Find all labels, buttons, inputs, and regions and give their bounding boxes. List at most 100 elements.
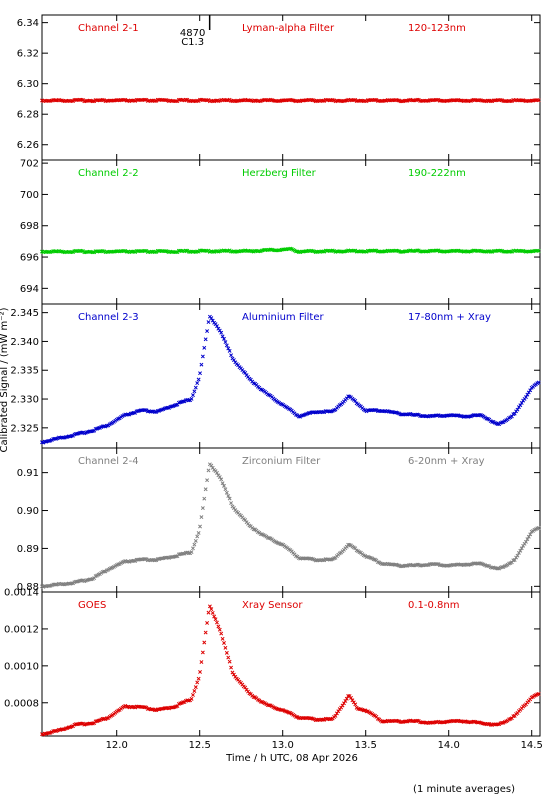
data-point: [526, 390, 531, 395]
series-2: [40, 246, 541, 255]
data-point: [233, 99, 238, 104]
data-point: [306, 411, 311, 415]
panel-channel-label: Channel 2-4: [78, 456, 139, 467]
data-point: [340, 703, 345, 708]
panel-band-label: 190-222nm: [408, 168, 466, 179]
data-point: [243, 518, 248, 522]
panel-filter-label: Lyman-alpha Filter: [242, 23, 335, 34]
data-point: [223, 340, 228, 345]
data-point: [207, 604, 212, 609]
data-point: [524, 395, 528, 400]
data-point: [213, 617, 218, 622]
data-point: [202, 496, 207, 501]
y-tick-label: 6.26: [17, 140, 39, 151]
data-point: [203, 337, 208, 342]
data-point: [515, 553, 520, 558]
data-point: [130, 249, 135, 254]
data-point: [200, 650, 205, 655]
data-point: [150, 409, 155, 414]
data-point: [515, 407, 520, 412]
data-point: [196, 676, 201, 681]
y-tick-label: 0.0010: [4, 661, 39, 672]
data-point: [226, 493, 231, 498]
y-tick-label: 2.340: [10, 337, 39, 348]
y-tick-label: 2.335: [10, 366, 39, 377]
data-point: [512, 411, 517, 416]
panel-frame: [41, 447, 541, 593]
data-point: [196, 530, 201, 535]
x-tick-label: 12.5: [189, 740, 211, 751]
panel-channel-label: Channel 2-2: [78, 168, 139, 179]
y-tick-label: 0.89: [17, 544, 39, 555]
data-point: [334, 711, 339, 716]
data-point: [152, 708, 157, 713]
panel-filter-label: Aluminium Filter: [242, 312, 325, 323]
series-5: [40, 604, 541, 737]
panel-5: 0.0008 0.0010 0.0012 0.0014 GOES Xray Sensor 0…: [4, 588, 541, 737]
data-point: [509, 414, 514, 419]
x-tick-label: 14.5: [521, 740, 543, 751]
y-tick-label: 6.30: [17, 79, 39, 90]
data-point: [223, 645, 228, 650]
y-tick-label: 6.32: [17, 49, 39, 60]
data-point: [223, 487, 228, 492]
data-point: [191, 693, 195, 697]
data-point: [231, 506, 236, 510]
panel-band-label: 0.1-0.8nm: [408, 600, 460, 611]
series-1: [40, 97, 541, 104]
data-point: [191, 546, 195, 551]
data-point: [124, 704, 129, 709]
data-point: [199, 362, 204, 367]
x-axis-ticks: 12.0 12.5 13.0 13.5 14.0 14.5: [106, 740, 543, 751]
data-point: [199, 660, 204, 664]
y-tick-label: 2.325: [10, 423, 39, 434]
data-point: [193, 385, 198, 390]
data-point: [353, 398, 358, 403]
data-point: [231, 672, 236, 677]
y-tick-label: 6.28: [17, 110, 39, 121]
data-point: [227, 659, 232, 664]
data-point: [222, 641, 226, 645]
data-point: [536, 98, 541, 103]
y-tick-label: 2.330: [10, 395, 39, 406]
data-point: [205, 478, 210, 483]
y-tick-label: 698: [20, 221, 39, 232]
x-tick-label: 13.5: [355, 740, 377, 751]
data-point: [219, 330, 224, 335]
panel-frame: [41, 591, 541, 737]
data-point: [524, 539, 528, 544]
data-point: [198, 670, 202, 674]
panel-frame: [41, 303, 541, 449]
data-point: [353, 702, 358, 707]
data-point: [349, 695, 353, 700]
data-point: [243, 685, 248, 690]
data-point: [191, 393, 195, 398]
panel-filter-label: Xray Sensor: [242, 600, 303, 611]
data-point: [220, 636, 225, 641]
data-point: [199, 515, 204, 520]
panel-band-label: 17-80nm + Xray: [408, 312, 491, 323]
data-point: [294, 249, 298, 254]
panel-frame: [41, 159, 541, 305]
data-point: [189, 696, 194, 701]
data-point: [196, 377, 201, 382]
data-point: [200, 354, 205, 359]
data-point: [215, 324, 219, 329]
data-point: [203, 487, 208, 492]
data-point: [229, 665, 234, 670]
data-point: [52, 436, 57, 441]
data-point: [519, 401, 524, 405]
panel-channel-label: Channel 2-3: [78, 312, 139, 323]
y-axis-title: Calibrated Signal / (mW m⁻²): [0, 307, 10, 452]
y-tick-label: 702: [20, 159, 39, 170]
data-point: [220, 334, 225, 339]
data-point: [217, 627, 222, 632]
x-tick-label: 14.0: [438, 740, 460, 751]
data-point: [518, 403, 523, 408]
data-point: [226, 655, 231, 660]
averaging-note: (1 minute averages): [413, 784, 515, 795]
data-point: [195, 381, 200, 386]
data-point: [189, 550, 194, 554]
data-point: [219, 477, 224, 482]
event-marker: 4870 C1.3: [180, 15, 211, 48]
